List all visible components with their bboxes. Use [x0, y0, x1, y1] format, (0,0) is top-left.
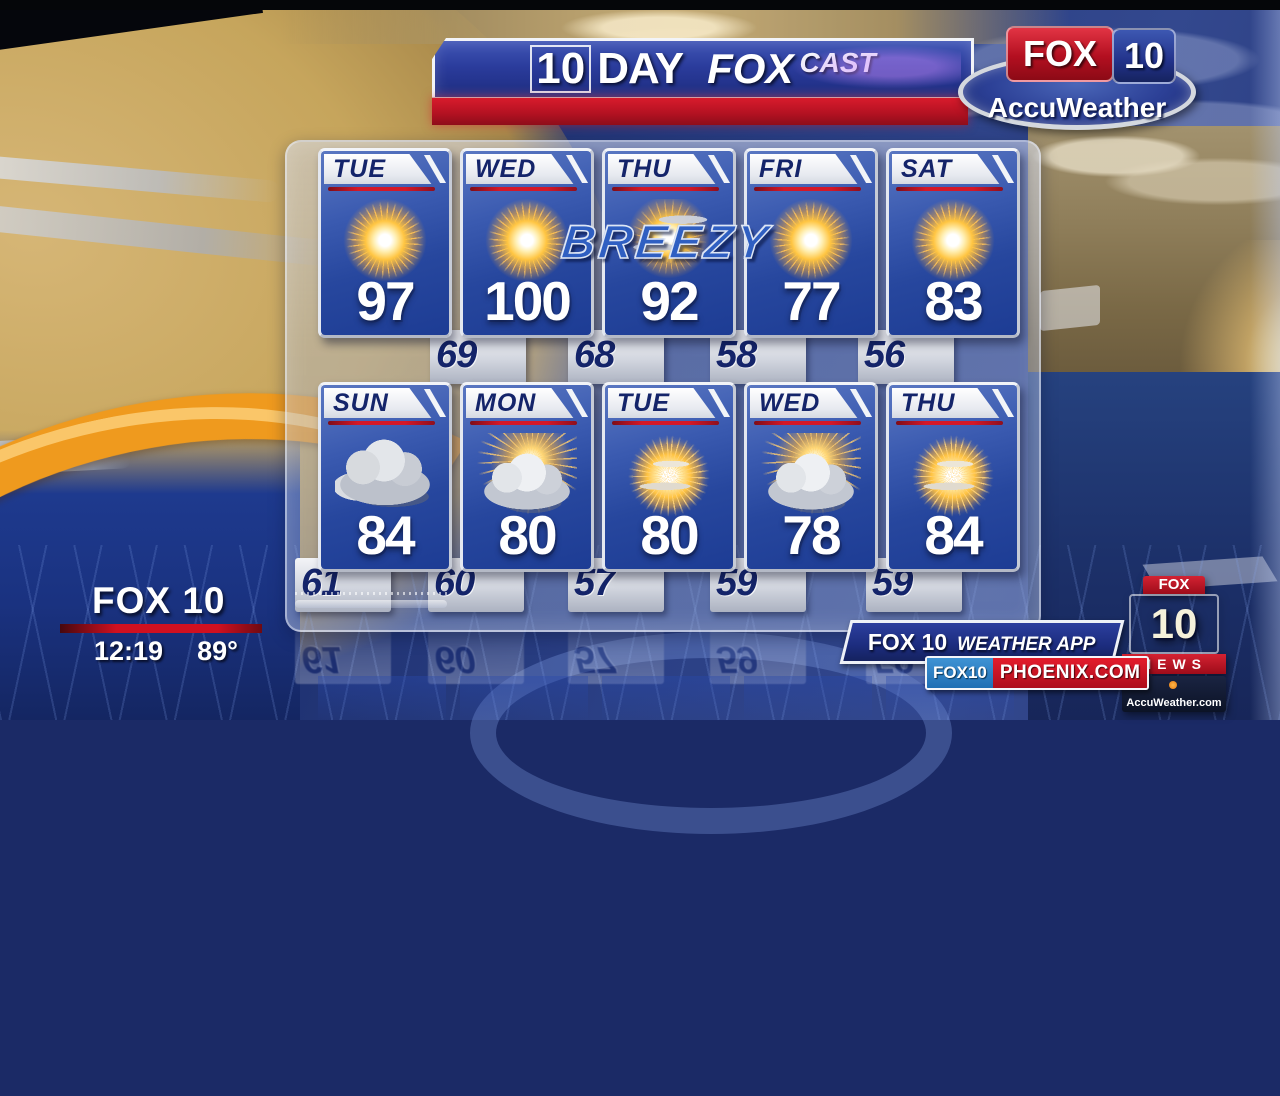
sun-haze-icon	[619, 433, 719, 519]
low-temp: 56	[864, 334, 905, 376]
card-accent-line	[328, 421, 435, 425]
card-accent-line	[612, 187, 719, 191]
accuweather-label: AccuWeather	[987, 92, 1167, 123]
card-reflection	[602, 676, 730, 722]
studio-cube-shape	[1040, 284, 1100, 332]
day-label: SAT	[901, 155, 953, 183]
day-label: FRI	[759, 155, 803, 183]
panel-scrubber	[295, 592, 447, 610]
sun-icon	[477, 199, 577, 285]
website-prefix: FOX10	[927, 658, 993, 688]
bug-time-temp-row: 12:19 89°	[60, 636, 270, 667]
banner-cast: CAST	[799, 47, 876, 78]
day-label: THU	[617, 155, 672, 183]
low-temp: 58	[716, 334, 757, 376]
card-day-header: FRI	[750, 154, 873, 184]
floor-left	[0, 430, 300, 720]
banner-10: 10	[530, 45, 592, 93]
card-reflection	[460, 676, 588, 722]
breezy-annotation: BREEZY	[558, 214, 774, 269]
bug-red-underline	[60, 624, 262, 633]
card-day-header: MON	[466, 388, 589, 418]
forecast-card: MON 80	[460, 382, 594, 572]
day-label: TUE	[617, 389, 670, 417]
card-accent-line	[754, 187, 861, 191]
low-temp-box: 68	[568, 330, 664, 384]
card-accent-line	[896, 421, 1003, 425]
cloud-icon	[335, 433, 435, 519]
sun-haze-icon	[903, 433, 1003, 519]
title-banner-red-bar	[432, 97, 968, 125]
forecast-card: TUE 97	[318, 148, 452, 338]
day-label: TUE	[333, 155, 386, 183]
station-bug: FOX 10 12:19 89°	[60, 580, 270, 667]
day-label: THU	[901, 389, 956, 417]
card-day-header: WED	[750, 388, 873, 418]
corner-fox-label: FOX	[1143, 576, 1205, 594]
promo-app-label: WEATHER APP	[957, 633, 1096, 655]
card-day-header: THU	[892, 388, 1015, 418]
day-label: WED	[759, 389, 821, 417]
card-day-header: WED	[466, 154, 589, 184]
card-reflection	[318, 676, 446, 722]
sun-icon	[903, 199, 1003, 285]
broadcast-frame: { "banner": { "ten": "10", "day": "DAY",…	[0, 0, 1280, 720]
card-day-header: TUE	[324, 154, 447, 184]
forecast-card: THU 84	[886, 382, 1020, 572]
low-temp: 69	[436, 334, 477, 376]
forecast-card: SAT 83	[886, 148, 1020, 338]
forecast-card: THU 92	[602, 148, 736, 338]
card-accent-line	[470, 421, 577, 425]
card-day-header: THU	[608, 154, 731, 184]
bug-current-temp: 89°	[197, 636, 238, 666]
forecast-card: SUN 84	[318, 382, 452, 572]
card-day-header: TUE	[608, 388, 731, 418]
sun-icon	[335, 199, 435, 285]
forecast-card: WED 78	[744, 382, 878, 572]
card-reflection	[744, 676, 872, 722]
corner-ten-label: 10	[1129, 594, 1219, 654]
ten-logo-box: 10	[1112, 28, 1176, 84]
right-edge-strip	[1250, 0, 1280, 720]
promo-text: FOX 10 WEATHER APP	[868, 629, 1096, 656]
card-day-header: SUN	[324, 388, 447, 418]
promo-station-name: FOX 10	[868, 628, 948, 655]
forecast-card: TUE 80	[602, 382, 736, 572]
low-temp: 68	[574, 334, 615, 376]
forecast-card: FRI 77	[744, 148, 878, 338]
fox10-news-corner-logo: FOX 10 NEWS AccuWeather.com	[1122, 576, 1226, 712]
banner-day: DAY	[597, 44, 684, 93]
day-label: WED	[475, 155, 537, 183]
website-plate: FOX10 PHOENIX.COM	[925, 656, 1150, 690]
day-label: MON	[475, 389, 537, 417]
card-accent-line	[470, 187, 577, 191]
banner-fox: FOX	[707, 45, 794, 92]
card-accent-line	[612, 421, 719, 425]
card-accent-line	[896, 187, 1003, 191]
sun-cloud-icon	[477, 433, 577, 519]
sun-breezy-icon	[619, 199, 719, 285]
top-black-bar	[0, 0, 1280, 10]
card-accent-line	[754, 421, 861, 425]
card-day-header: SAT	[892, 154, 1015, 184]
low-temp-box: 58	[710, 330, 806, 384]
sun-icon	[761, 199, 861, 285]
website-domain: PHOENIX.COM	[992, 658, 1148, 688]
fox-logo-box: FOX	[1006, 26, 1114, 82]
title-banner: 10 DAY FOX CAST	[432, 38, 974, 100]
bug-station-name: FOX 10	[92, 580, 226, 621]
bug-clock: 12:19	[94, 636, 164, 666]
low-temp-box: 56	[858, 330, 954, 384]
low-temp-box: 69	[430, 330, 526, 384]
sun-cloud-icon	[761, 433, 861, 519]
card-accent-line	[328, 187, 435, 191]
day-label: SUN	[333, 389, 389, 417]
forecast-card: WED 100	[460, 148, 594, 338]
